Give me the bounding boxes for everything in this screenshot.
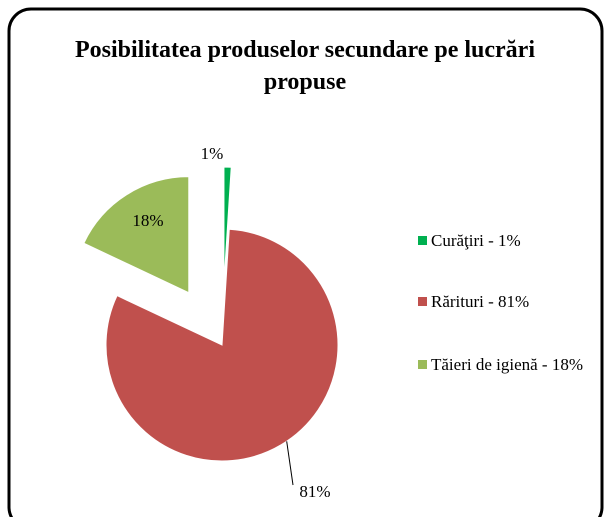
pie-slice	[83, 176, 190, 294]
pie-slice	[105, 228, 339, 462]
legend-entry: Rărituri - 81%	[418, 291, 591, 312]
legend-swatch	[418, 236, 427, 245]
legend-swatch	[418, 360, 427, 369]
leader-line	[286, 441, 294, 486]
legend-entry: Curăţiri - 1%	[418, 230, 591, 251]
data-label: 81%	[299, 482, 330, 501]
chart-title: Posibilitatea produselor secundare pe lu…	[75, 37, 535, 95]
pie-slice	[223, 166, 232, 284]
legend-swatch	[418, 297, 427, 306]
legend-entry: Tăieri de igienă - 18%	[418, 354, 591, 375]
data-label: 1%	[201, 144, 224, 163]
legend-label: Tăieri de igienă - 18%	[431, 355, 583, 374]
legend-label: Rărituri - 81%	[431, 292, 530, 311]
data-label: 18%	[132, 211, 163, 230]
legend-label: Curăţiri - 1%	[431, 231, 521, 250]
